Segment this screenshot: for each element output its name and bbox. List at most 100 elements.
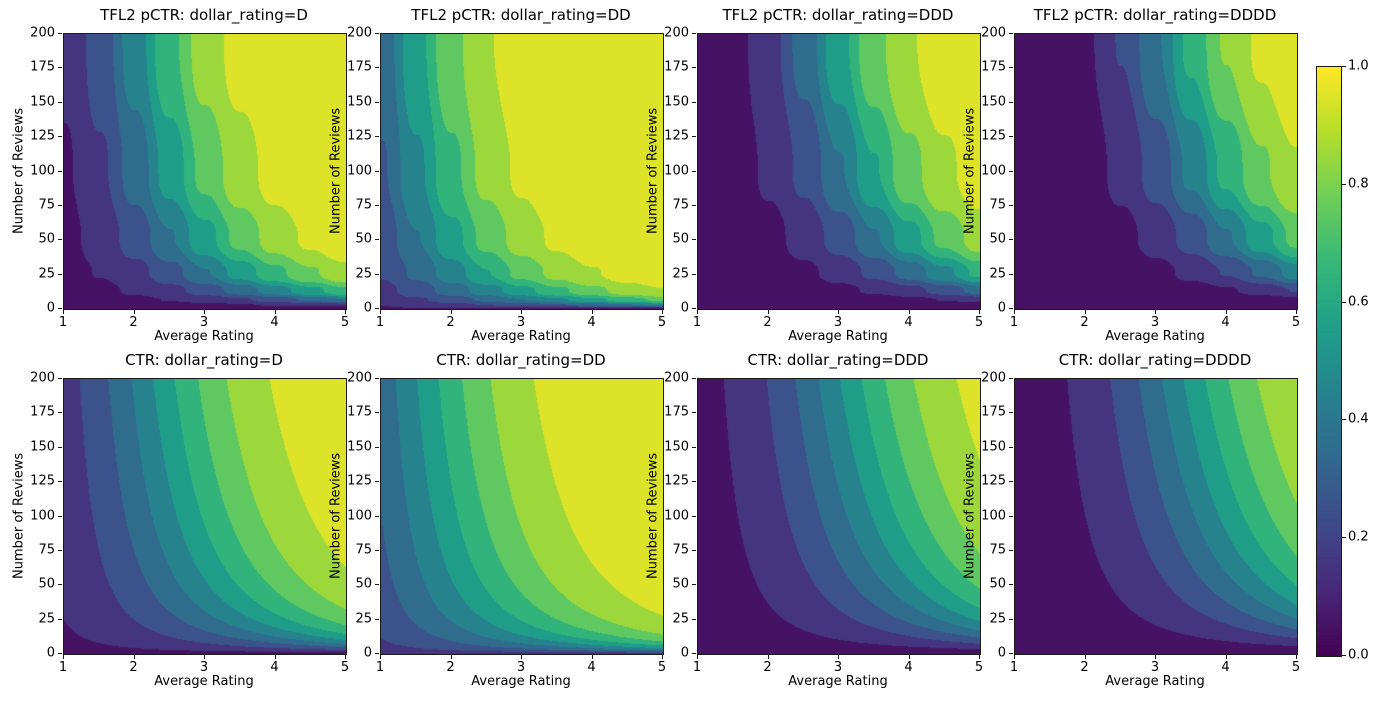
- plot-area-tfl2_pctr-DD: [380, 33, 664, 310]
- y-tick-mark: [692, 33, 696, 34]
- subplot-title-true_ctr-DD: CTR: dollar_rating=DD: [436, 351, 606, 369]
- contour-canvas: [64, 379, 346, 654]
- x-tick-label: 2: [129, 315, 138, 330]
- y-tick-label: 150: [347, 439, 372, 455]
- x-tick-label: 4: [587, 660, 596, 675]
- y-tick-label: 0: [680, 645, 689, 661]
- y-tick-label: 125: [981, 128, 1006, 144]
- y-tick-mark: [1009, 446, 1013, 448]
- x-tick-label: 5: [974, 315, 984, 330]
- x-tick-mark: [697, 655, 698, 659]
- y-tick-mark: [375, 378, 379, 379]
- y-tick-mark: [692, 446, 696, 448]
- x-tick-label: 1: [375, 660, 385, 675]
- y-tick-label: 50: [989, 576, 1006, 592]
- y-tick-mark: [58, 33, 62, 34]
- x-tick-label: 1: [375, 315, 385, 330]
- x-tick-label: 5: [657, 315, 667, 330]
- plot-area-true_ctr-DDDD: [1014, 378, 1298, 655]
- y-tick-label: 25: [672, 611, 689, 627]
- x-axis-label: Average Rating: [788, 329, 888, 344]
- y-tick-label: 200: [664, 370, 689, 386]
- y-tick-mark: [692, 204, 696, 206]
- y-tick-label: 0: [46, 300, 55, 316]
- colorbar-tick-label: 0.0: [1348, 647, 1369, 663]
- x-axis-label: Average Rating: [1105, 329, 1205, 344]
- y-tick-mark: [375, 273, 379, 275]
- x-tick-label: 1: [1009, 315, 1019, 330]
- y-tick-mark: [692, 273, 696, 275]
- y-tick-label: 25: [355, 611, 372, 627]
- x-tick-label: 1: [692, 660, 702, 675]
- x-tick-label: 3: [1150, 660, 1160, 675]
- y-tick-label: 175: [981, 59, 1006, 75]
- x-tick-mark: [63, 655, 64, 659]
- x-tick-mark: [1014, 310, 1015, 314]
- colorbar-tick-mark: [1342, 655, 1346, 656]
- y-tick-mark: [1009, 101, 1013, 103]
- x-tick-label: 2: [1080, 660, 1089, 675]
- y-tick-label: 150: [347, 94, 372, 110]
- y-tick-label: 175: [664, 404, 689, 420]
- x-tick-label: 2: [1080, 315, 1089, 330]
- y-tick-mark: [692, 170, 696, 172]
- subplot-title-tfl2_pctr-DD: TFL2 pCTR: dollar_rating=DD: [411, 6, 631, 24]
- x-tick-label: 4: [904, 315, 913, 330]
- y-tick-mark: [692, 239, 696, 241]
- x-tick-mark: [345, 655, 346, 659]
- colorbar-tick-mark: [1342, 419, 1346, 421]
- x-tick-mark: [1084, 655, 1086, 659]
- y-tick-mark: [692, 549, 696, 551]
- x-tick-label: 5: [974, 660, 984, 675]
- y-tick-label: 125: [30, 128, 55, 144]
- x-tick-mark: [380, 655, 381, 659]
- x-axis-label: Average Rating: [154, 674, 254, 689]
- y-tick-mark: [375, 481, 379, 483]
- plot-area-tfl2_pctr-DDD: [697, 33, 981, 310]
- y-tick-label: 75: [355, 542, 372, 558]
- x-tick-label: 2: [446, 315, 455, 330]
- contour-canvas: [1015, 34, 1297, 309]
- y-tick-label: 200: [981, 370, 1006, 386]
- y-tick-mark: [58, 273, 62, 275]
- y-tick-label: 200: [664, 25, 689, 41]
- contour-canvas: [698, 379, 980, 654]
- y-tick-mark: [58, 204, 62, 206]
- x-tick-mark: [908, 655, 910, 659]
- y-tick-mark: [58, 653, 62, 654]
- y-tick-label: 200: [347, 370, 372, 386]
- y-tick-mark: [375, 204, 379, 206]
- y-tick-label: 175: [30, 404, 55, 420]
- y-tick-label: 100: [30, 163, 55, 178]
- x-tick-mark: [450, 310, 452, 314]
- x-tick-mark: [380, 310, 381, 314]
- x-tick-label: 5: [340, 660, 350, 675]
- y-tick-label: 125: [347, 128, 372, 144]
- x-tick-mark: [274, 655, 276, 659]
- x-tick-mark: [1155, 655, 1156, 659]
- y-tick-mark: [1009, 308, 1013, 309]
- colorbar-tick-mark: [1342, 183, 1346, 185]
- y-tick-label: 150: [664, 439, 689, 455]
- y-tick-label: 50: [355, 231, 372, 247]
- colorbar-tick-mark: [1342, 301, 1346, 303]
- x-tick-mark: [979, 310, 980, 314]
- y-tick-label: 75: [672, 542, 689, 558]
- x-tick-label: 3: [833, 315, 843, 330]
- y-tick-label: 25: [989, 266, 1006, 282]
- y-tick-label: 0: [363, 645, 372, 661]
- y-tick-label: 50: [38, 576, 55, 592]
- y-tick-mark: [375, 136, 379, 138]
- contour-canvas: [698, 34, 980, 309]
- x-tick-mark: [767, 310, 769, 314]
- x-tick-label: 4: [270, 315, 279, 330]
- y-tick-mark: [58, 170, 62, 172]
- y-tick-mark: [58, 412, 62, 414]
- colorbar-tick-mark: [1342, 66, 1346, 67]
- y-tick-mark: [375, 515, 379, 517]
- x-tick-mark: [1225, 310, 1227, 314]
- contour-canvas: [381, 34, 663, 309]
- x-tick-label: 5: [340, 315, 350, 330]
- subplot-title-true_ctr-D: CTR: dollar_rating=D: [125, 351, 283, 369]
- x-tick-mark: [767, 655, 769, 659]
